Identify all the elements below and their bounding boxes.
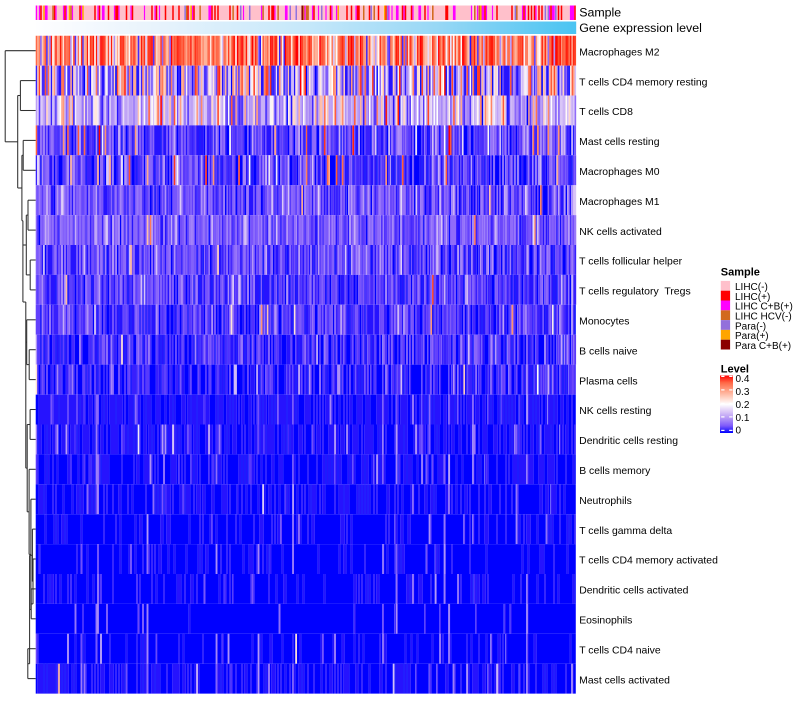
svg-text:0.4: 0.4: [736, 374, 750, 385]
svg-text:Neutrophils: Neutrophils: [579, 496, 632, 507]
svg-text:Dendritic cells activated: Dendritic cells activated: [579, 586, 688, 597]
svg-text:Gene expression level: Gene expression level: [579, 21, 702, 35]
svg-text:NK cells activated: NK cells activated: [579, 227, 662, 238]
svg-text:LIHC(-): LIHC(-): [735, 282, 768, 293]
svg-text:T cells follicular helper: T cells follicular helper: [579, 257, 682, 268]
svg-text:Monocytes: Monocytes: [579, 317, 629, 328]
svg-text:0.3: 0.3: [736, 387, 750, 398]
svg-text:LIHC HCV(-): LIHC HCV(-): [735, 312, 792, 323]
svg-text:T cells regulatory Tregs: T cells regulatory Tregs: [579, 287, 691, 298]
svg-text:LIHC(+): LIHC(+): [735, 292, 770, 303]
svg-text:Para C+B(+): Para C+B(+): [735, 341, 791, 352]
svg-text:Sample: Sample: [579, 5, 621, 19]
svg-text:T cells CD4 memory resting: T cells CD4 memory resting: [579, 77, 708, 88]
svg-text:Para(-): Para(-): [735, 321, 766, 332]
svg-text:LIHC C+B(+): LIHC C+B(+): [735, 302, 793, 313]
svg-text:B cells memory: B cells memory: [579, 466, 651, 477]
svg-text:NK cells resting: NK cells resting: [579, 406, 651, 417]
svg-text:T cells CD4 memory activated: T cells CD4 memory activated: [579, 556, 718, 567]
svg-text:Para(+): Para(+): [735, 331, 769, 342]
svg-text:Plasma cells: Plasma cells: [579, 376, 637, 387]
svg-text:T cells CD8: T cells CD8: [579, 107, 633, 118]
svg-text:Macrophages M1: Macrophages M1: [579, 197, 660, 208]
svg-text:Dendritic cells resting: Dendritic cells resting: [579, 436, 678, 447]
svg-text:0.2: 0.2: [736, 400, 750, 411]
svg-text:Level: Level: [721, 363, 749, 375]
svg-text:Macrophages M2: Macrophages M2: [579, 47, 660, 58]
svg-text:Mast cells resting: Mast cells resting: [579, 137, 660, 148]
svg-text:T cells gamma delta: T cells gamma delta: [579, 526, 672, 537]
svg-text:0: 0: [736, 426, 742, 437]
svg-text:Eosinophils: Eosinophils: [579, 616, 632, 627]
svg-text:0.1: 0.1: [736, 413, 750, 424]
svg-text:Mast cells activated: Mast cells activated: [579, 675, 670, 686]
svg-text:T cells CD4 naive: T cells CD4 naive: [579, 645, 661, 656]
svg-text:Sample: Sample: [721, 267, 760, 279]
svg-text:B cells naive: B cells naive: [579, 346, 638, 357]
svg-text:Macrophages M0: Macrophages M0: [579, 167, 660, 178]
